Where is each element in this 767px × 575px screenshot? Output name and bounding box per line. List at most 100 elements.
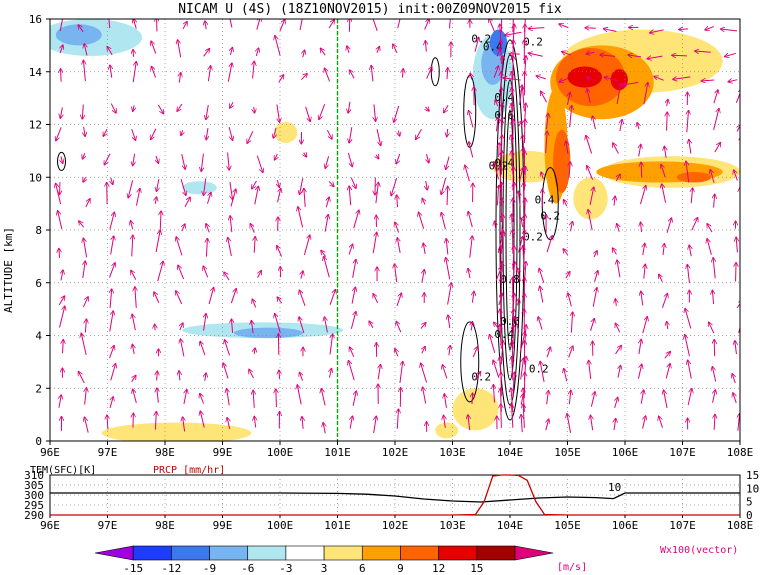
wind-vector — [728, 80, 738, 82]
wind-vector — [616, 83, 621, 104]
surface-left-tick-label: 310 — [24, 469, 44, 482]
colorbar-tick-label: 3 — [321, 562, 328, 575]
wind-vector — [513, 261, 515, 286]
x-tick-label: 101E — [324, 446, 351, 459]
wind-vector — [422, 346, 425, 354]
x-tick-label: 102E — [382, 446, 409, 459]
wind-vector — [348, 101, 350, 113]
colorbar-swatch — [361, 545, 401, 561]
wind-vector — [500, 325, 502, 349]
wind-vector — [274, 153, 277, 160]
wind-vector — [350, 311, 356, 329]
wind-vector — [176, 291, 183, 305]
wind-vector — [524, 182, 525, 207]
wind-vector — [738, 413, 740, 431]
wind-vector — [695, 51, 711, 52]
surface-annotation: 10 — [608, 481, 621, 494]
wind-vector — [85, 388, 87, 405]
wind-vector — [60, 45, 63, 54]
wind-vector — [447, 68, 448, 80]
wind-vector — [447, 128, 448, 137]
wind-vector — [204, 314, 206, 331]
wind-vector — [421, 363, 428, 383]
wind-vector — [592, 288, 597, 307]
wind-vector — [501, 56, 503, 80]
wind-vector — [471, 321, 472, 331]
wind-vector — [299, 19, 303, 31]
wind-vector — [254, 236, 255, 253]
wind-vector — [518, 237, 523, 253]
wind-vector — [667, 112, 668, 131]
wind-vector — [604, 77, 619, 82]
wind-vector — [422, 198, 425, 205]
colorbar-tick-label: 15 — [470, 562, 483, 575]
wind-vector — [301, 271, 303, 279]
wind-vector — [58, 211, 63, 230]
wind-vector — [206, 127, 208, 140]
y-tick-label: 2 — [35, 382, 42, 395]
wind-vector — [713, 258, 715, 279]
wind-vector — [230, 216, 232, 233]
wind-vector — [84, 417, 89, 433]
wind-vector — [324, 317, 328, 333]
wind-vector — [203, 266, 209, 278]
wind-vector — [104, 153, 111, 165]
wind-vector — [56, 127, 62, 141]
colorbar-tick-label: 12 — [432, 562, 445, 575]
wind-vector — [512, 151, 513, 175]
main-panel: 0.20.40.40.60.20.40.20.40.20.20.80.60.40… — [2, 13, 753, 459]
x-tick-label: 107E — [669, 519, 696, 532]
wind-vector — [254, 416, 256, 428]
wind-vector — [566, 272, 570, 279]
wind-vector — [737, 125, 740, 132]
wind-vector — [228, 152, 230, 170]
wind-vector — [528, 53, 543, 57]
wind-vector — [468, 110, 474, 128]
wind-vector — [472, 393, 473, 405]
wind-vector — [499, 143, 500, 158]
wind-vector — [667, 99, 668, 107]
wind-vector — [707, 239, 712, 255]
wind-vector — [425, 107, 429, 111]
wind-vector — [184, 197, 190, 207]
contour-label: 0.2 — [529, 362, 549, 375]
wind-vector — [679, 29, 689, 30]
wind-vector — [83, 60, 85, 82]
wind-vector — [689, 139, 691, 154]
wind-vector — [374, 104, 376, 121]
wind-vector — [107, 415, 108, 430]
wind-vector — [157, 104, 163, 114]
wind-vector — [513, 182, 514, 207]
wind-vector — [348, 244, 353, 255]
wind-vector — [201, 153, 203, 172]
y-tick-label: 4 — [35, 330, 42, 343]
wind-vector — [614, 418, 616, 431]
wind-vector — [590, 318, 595, 331]
wind-vector — [448, 315, 450, 329]
wind-vector — [416, 129, 422, 139]
wind-vector — [541, 91, 547, 103]
wind-vector — [299, 178, 304, 194]
wind-vector — [58, 296, 64, 306]
wind-vector — [570, 221, 572, 232]
wind-vector — [109, 311, 113, 332]
wind-vector — [685, 308, 692, 329]
wind-vector — [321, 250, 327, 257]
contour-label: 0.4 — [494, 157, 514, 170]
wind-vector — [378, 364, 380, 380]
wind-vector — [319, 104, 326, 119]
wind-vector — [180, 323, 183, 331]
wind-vector — [84, 126, 85, 137]
wind-vector — [206, 105, 208, 120]
colorbar-swatch — [323, 545, 363, 561]
wind-vector — [667, 321, 668, 330]
wind-vector — [206, 224, 209, 233]
wind-vector — [178, 265, 185, 280]
wind-vector — [132, 314, 136, 331]
wind-vector — [496, 117, 498, 132]
wind-vector — [600, 55, 616, 57]
colorbar-swatch — [438, 545, 478, 561]
wind-vector — [446, 257, 451, 280]
wind-vector — [82, 153, 84, 159]
